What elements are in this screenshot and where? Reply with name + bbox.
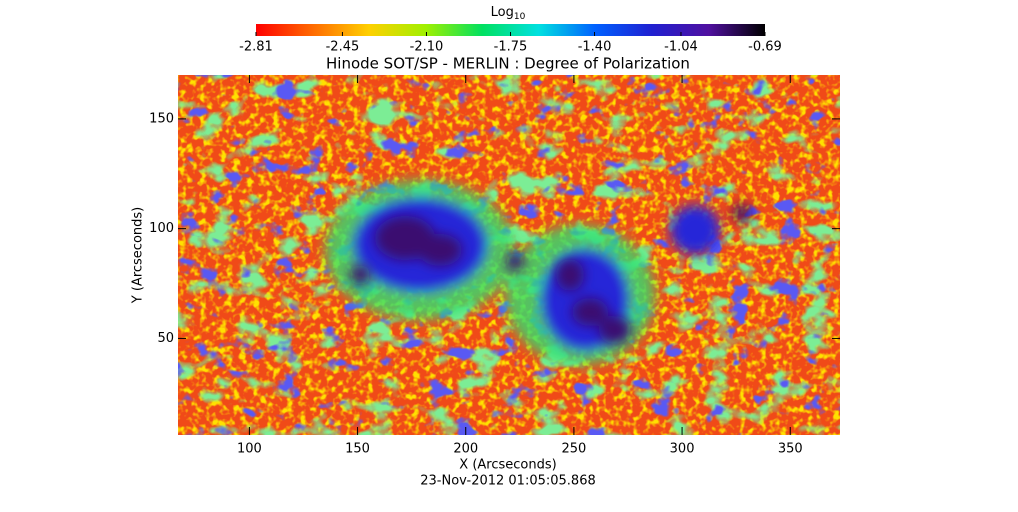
y-tick-label: 50 [157,331,174,346]
colorbar-tick-label: -2.10 [410,40,444,55]
x-axis-label: X (Arcseconds) [459,458,556,473]
colorbar-label-sub: 10 [514,12,526,22]
heatmap-image [178,75,840,435]
colorbar-label: Log10 [491,5,526,22]
x-tick-label: 350 [778,442,803,457]
y-axis-label: Y (Arcseconds) [131,207,146,304]
x-tick-label: 100 [237,442,262,457]
colorbar-gradient [256,24,765,36]
colorbar-tick-label: -2.81 [239,40,273,55]
colorbar-label-base: Log [491,5,514,20]
x-tick-label: 200 [453,442,478,457]
colorbar-tick-label: -1.75 [494,40,528,55]
x-tick-label: 250 [561,442,586,457]
y-tick-label: 150 [149,111,174,126]
colorbar-tick-label: -2.45 [326,40,360,55]
timestamp: 23-Nov-2012 01:05:05.868 [420,474,596,489]
y-tick-label: 100 [149,221,174,236]
x-tick-label: 150 [345,442,370,457]
x-tick-label: 300 [670,442,695,457]
colorbar: Log10 -2.81 -2.45 -2.10 -1.75 -1.40 -1.04 -0.6… [239,5,782,55]
colorbar-tick-label: -1.40 [578,40,612,55]
chart-title: Hinode SOT/SP - MERLIN : Degree of Polar… [326,55,690,73]
colorbar-tick-label: -0.69 [748,40,782,55]
colorbar-tick-label: -1.04 [664,40,698,55]
axes: 100 150 200 250 300 350 50 100 150 [149,75,840,457]
